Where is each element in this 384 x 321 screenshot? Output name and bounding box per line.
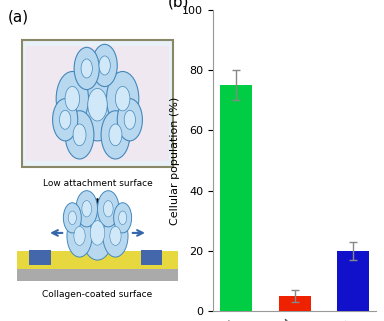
Y-axis label: Cellular population (%): Cellular population (%): [169, 96, 180, 225]
Text: Low attachment surface: Low attachment surface: [43, 178, 152, 187]
Circle shape: [90, 221, 105, 245]
Circle shape: [101, 111, 130, 159]
Circle shape: [56, 72, 88, 126]
Circle shape: [124, 110, 136, 129]
Bar: [279, 296, 311, 311]
Circle shape: [76, 68, 119, 141]
Circle shape: [92, 44, 117, 87]
Circle shape: [99, 56, 110, 75]
Text: (b): (b): [167, 0, 189, 10]
Circle shape: [98, 191, 119, 227]
FancyBboxPatch shape: [22, 40, 173, 167]
Circle shape: [106, 72, 139, 126]
Circle shape: [76, 191, 98, 227]
Circle shape: [114, 203, 132, 233]
Text: (a): (a): [8, 10, 29, 25]
Text: Collagen-coated surface: Collagen-coated surface: [42, 290, 152, 299]
Circle shape: [81, 59, 93, 78]
FancyBboxPatch shape: [26, 46, 169, 160]
Circle shape: [74, 226, 85, 246]
FancyBboxPatch shape: [29, 249, 51, 265]
Circle shape: [73, 124, 86, 146]
Circle shape: [117, 99, 142, 141]
Circle shape: [65, 111, 94, 159]
Circle shape: [74, 47, 99, 90]
Circle shape: [63, 203, 81, 233]
Circle shape: [119, 211, 127, 225]
Circle shape: [103, 201, 113, 217]
Circle shape: [68, 211, 76, 225]
Circle shape: [82, 201, 91, 217]
Circle shape: [67, 215, 92, 257]
Bar: [337, 251, 369, 311]
Circle shape: [53, 99, 78, 141]
Circle shape: [60, 110, 71, 129]
Circle shape: [65, 86, 79, 111]
Circle shape: [110, 226, 121, 246]
Bar: [220, 85, 252, 311]
Circle shape: [88, 88, 107, 121]
Circle shape: [103, 215, 128, 257]
FancyBboxPatch shape: [17, 251, 178, 269]
FancyBboxPatch shape: [141, 249, 162, 265]
Circle shape: [81, 206, 114, 260]
Circle shape: [115, 86, 130, 111]
FancyBboxPatch shape: [17, 269, 178, 281]
Circle shape: [109, 124, 122, 146]
